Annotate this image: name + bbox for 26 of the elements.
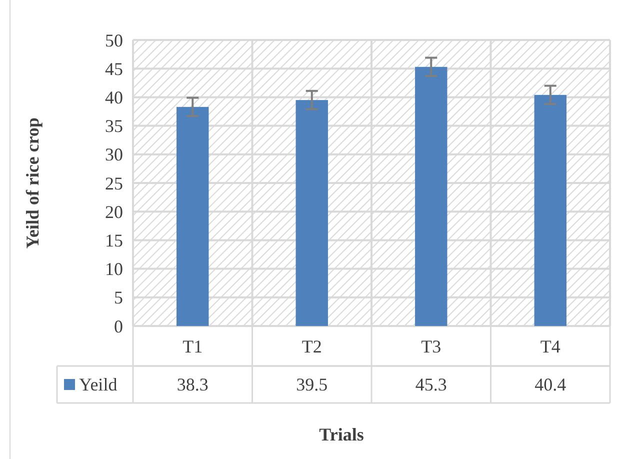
y-tick-label: 35 xyxy=(105,116,123,136)
bar xyxy=(296,100,328,326)
y-tick-label: 20 xyxy=(105,202,123,222)
y-tick-label: 5 xyxy=(114,288,123,308)
y-tick-label: 0 xyxy=(114,316,123,336)
x-tick-label: T4 xyxy=(540,336,560,356)
x-tick-label: T1 xyxy=(182,336,203,356)
x-tick-label: T2 xyxy=(302,336,322,356)
y-tick-label: 40 xyxy=(105,88,123,108)
data-label: 45.3 xyxy=(415,374,447,394)
y-axis-title: Yeild of rice crop xyxy=(22,117,42,249)
bar xyxy=(534,94,566,326)
y-tick-label: 10 xyxy=(105,259,123,280)
y-tick-label: 25 xyxy=(105,173,123,194)
x-tick-label: T3 xyxy=(421,336,442,356)
y-tick-label: 30 xyxy=(105,144,123,165)
legend-label: Yeild xyxy=(79,374,118,394)
bar xyxy=(176,106,209,326)
data-label: 40.4 xyxy=(534,374,566,394)
data-label: 38.3 xyxy=(176,374,208,394)
bar xyxy=(415,66,448,326)
y-tick-label: 15 xyxy=(105,230,123,250)
x-axis-title: Trials xyxy=(319,424,364,444)
data-label: 39.5 xyxy=(296,374,328,394)
y-tick-label: 45 xyxy=(105,58,123,79)
y-tick-label: 50 xyxy=(105,30,123,50)
